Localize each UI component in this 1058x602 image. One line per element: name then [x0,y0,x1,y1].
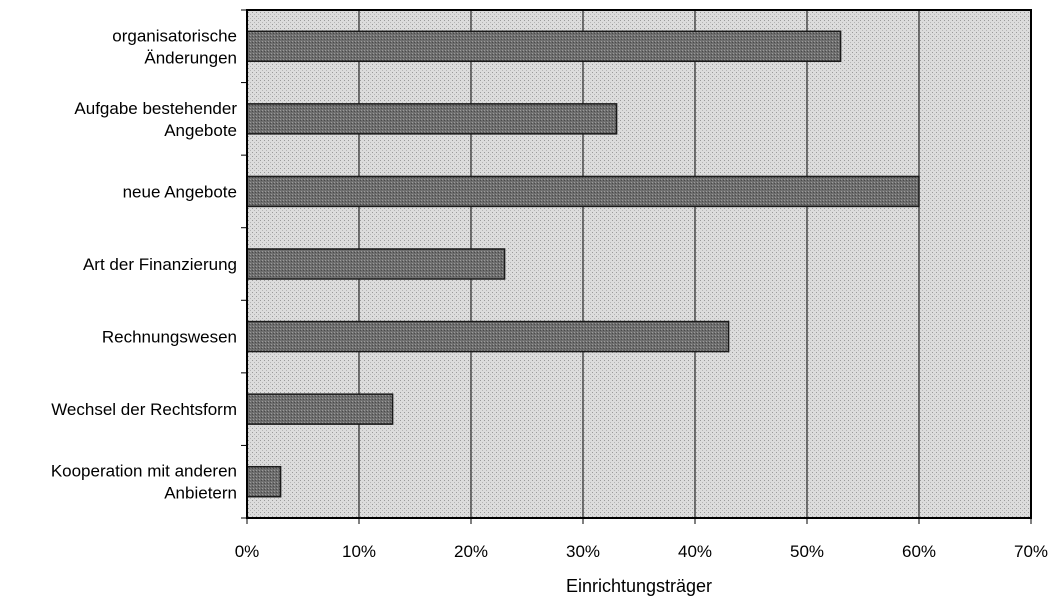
x-axis-tick-labels: 0% 10% 20% 30% 40% 50% 60% 70% [235,518,1048,561]
category-label: neue Angebote [123,182,237,201]
category-label-line: Aufgabe bestehender [74,99,237,118]
category-ticks [241,9,247,519]
category-label-line: Wechsel der Rechtsform [51,400,237,419]
category-label: Wechsel der Rechtsform [51,400,237,419]
category-label-line: Änderungen [144,48,237,67]
bar [246,465,282,498]
x-tick-label: 60% [902,542,936,561]
category-label-line: neue Angebote [123,182,237,201]
x-tick-label: 30% [566,542,600,561]
x-tick-label: 10% [342,542,376,561]
x-tick-label: 40% [678,542,712,561]
category-label-line: organisatorische [112,26,237,45]
plot-border [246,9,1032,519]
x-tick-label: 0% [235,542,260,561]
category-labels: organisatorische Änderungen Aufgabe besteh… [51,26,238,502]
bars [246,30,920,498]
x-axis-title: Einrichtungsträger [566,576,712,596]
x-tick-label: 20% [454,542,488,561]
category-label-line: Kooperation mit anderen [51,462,237,481]
category-label-line: Art der Finanzierung [83,255,237,274]
bar [246,248,506,280]
bar [246,175,920,208]
bar [246,30,842,63]
category-label: Kooperation mit anderen Anbietern [51,462,237,503]
category-label-line: Angebote [164,121,237,140]
category-label: organisatorische Änderungen [112,26,237,67]
category-label: Rechnungswesen [102,328,237,347]
category-label: Art der Finanzierung [83,255,237,274]
category-label-line: Anbietern [164,484,237,503]
bar [246,320,730,353]
x-tick-label: 70% [1014,542,1048,561]
category-label: Aufgabe bestehender Angebote [74,99,237,140]
x-tick-label: 50% [790,542,824,561]
category-label-line: Rechnungswesen [102,328,237,347]
bar [246,393,394,425]
bar [246,103,618,135]
